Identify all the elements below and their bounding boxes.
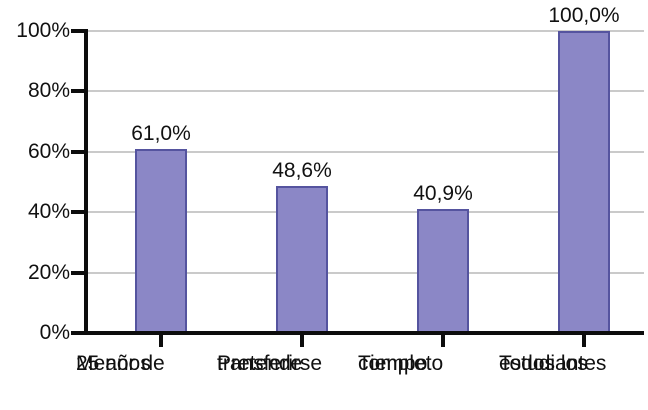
y-tick	[71, 270, 84, 275]
category-label-line: Pretende	[217, 352, 303, 375]
y-axis-label: 100%	[16, 19, 70, 42]
gridline	[88, 271, 644, 274]
x-tick	[159, 335, 163, 347]
category-label-line: completo	[358, 352, 444, 375]
bar-value-label: 48,6%	[272, 159, 332, 182]
gridline	[88, 30, 644, 32]
y-axis-label: 80%	[27, 79, 70, 103]
x-axis-line	[71, 331, 644, 335]
category-label-line: estudiantes	[499, 352, 607, 375]
y-axis-line	[84, 29, 88, 335]
gridline	[88, 211, 644, 214]
category-label-line: Tiempo	[358, 352, 428, 375]
y-tick	[71, 29, 84, 33]
y-axis-label: 0%	[39, 321, 70, 344]
category-label-line: 25 años	[76, 352, 151, 375]
x-tick	[582, 335, 586, 347]
y-axis-label: 40%	[27, 200, 70, 224]
category-label-line: transferirse	[217, 352, 323, 375]
bar-value-label: 40,9%	[413, 182, 473, 205]
bar	[276, 186, 328, 333]
category-label-line: Menor de	[76, 352, 165, 375]
bar-value-label: 100,0%	[548, 4, 620, 27]
gridline	[88, 150, 644, 153]
bar	[135, 149, 187, 333]
y-tick	[71, 89, 84, 94]
x-tick	[300, 335, 304, 347]
gridline	[88, 90, 644, 93]
bar	[558, 31, 610, 333]
y-tick	[71, 149, 84, 154]
bar	[417, 209, 469, 333]
x-tick	[441, 335, 445, 347]
bar-value-label: 61,0%	[131, 122, 191, 145]
y-tick	[71, 210, 84, 215]
y-axis-label: 20%	[27, 260, 70, 284]
y-axis-label: 60%	[27, 139, 70, 163]
category-label-line: Todos los	[499, 352, 588, 375]
